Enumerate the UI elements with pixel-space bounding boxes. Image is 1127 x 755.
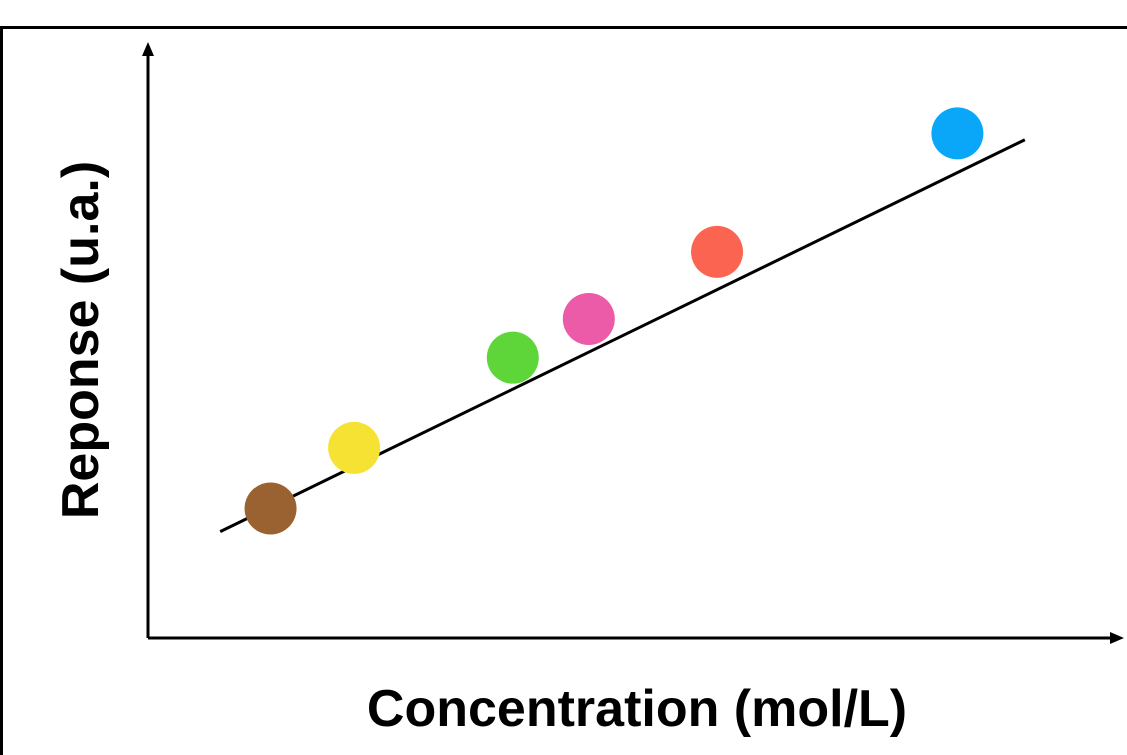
x-axis-title: Concentration (mol/L): [367, 680, 907, 738]
y-axis-arrow: [142, 42, 154, 56]
marks: [219, 107, 1026, 535]
data-point-6: [931, 107, 984, 160]
fit-line: [219, 138, 1026, 533]
x-axis-arrow: [1110, 632, 1124, 644]
y-axis-title: Reponse (u.a.): [52, 161, 110, 519]
data-point-2: [328, 421, 381, 474]
data-point-5: [691, 225, 744, 278]
axes: [142, 42, 1124, 644]
data-point-1: [244, 482, 297, 535]
data-point-3: [486, 331, 539, 384]
chart-border: [0, 26, 1127, 755]
data-point-4: [562, 292, 615, 345]
